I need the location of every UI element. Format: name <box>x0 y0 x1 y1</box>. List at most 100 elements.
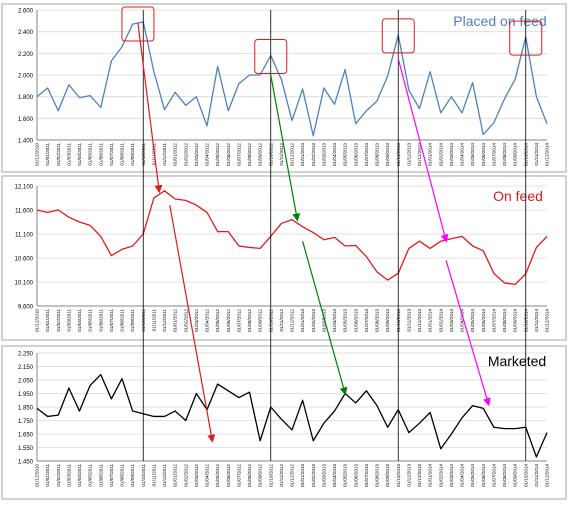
x-tick-label: 01/11/2013 <box>406 309 411 332</box>
x-tick-label: 01/12/2011 <box>162 464 167 487</box>
y-tick-label: 1.850 <box>18 406 34 412</box>
red-arrow <box>169 205 216 443</box>
x-tick-label: 01/11/2012 <box>279 309 284 332</box>
x-tick-label: 01/06/2014 <box>481 464 486 487</box>
chart-title: Placed on feed <box>453 13 546 29</box>
x-tick-label: 01/04/2011 <box>77 309 82 332</box>
y-tick-label: 2.050 <box>18 379 34 385</box>
y-tick-label: 1.650 <box>18 433 34 439</box>
x-tick-label: 01/11/2014 <box>534 309 539 332</box>
x-tick-label: 01/10/2013 <box>396 464 401 487</box>
series-line <box>36 190 548 286</box>
x-tick-label: 01/11/2014 <box>534 464 539 487</box>
magenta-arrow <box>397 58 449 243</box>
x-tick-label: 01/11/2012 <box>279 464 284 487</box>
x-tick-label: 01/02/2012 <box>183 309 188 332</box>
x-tick-label: 01/10/2011 <box>141 464 146 487</box>
x-tick-label: 01/07/2013 <box>364 309 369 332</box>
x-tick-label: 01/05/2011 <box>88 143 93 166</box>
peak-highlight-box <box>121 6 155 42</box>
x-tick-label: 01/06/2012 <box>226 309 231 332</box>
x-tick-label: 01/05/2013 <box>343 143 348 166</box>
y-tick-label: 1.950 <box>18 392 34 398</box>
x-tick-label: 01/06/2011 <box>98 309 103 332</box>
x-tick-label: 01/01/2012 <box>173 464 178 487</box>
x-tick-label: 01/05/2012 <box>215 143 220 166</box>
x-tick-label: 01/12/2013 <box>417 143 422 166</box>
chart-panel-3: 1.450 1.550 1.650 1.750 1.850 1.950 2.050 2.150… <box>1 345 567 500</box>
x-tick-label: 01/02/2013 <box>311 309 316 332</box>
x-tick-label: 01/06/2014 <box>481 143 486 166</box>
x-tick-label: 01/03/2012 <box>194 464 199 487</box>
x-tick-label: 01/04/2014 <box>460 143 465 166</box>
x-tick-label: 01/09/2011 <box>130 309 135 332</box>
x-tick-label: 01/08/2012 <box>247 143 252 166</box>
x-tick-label: 01/08/2011 <box>120 309 125 332</box>
x-tick-label: 01/12/2011 <box>162 143 167 166</box>
x-tick-label: 01/03/2012 <box>194 143 199 166</box>
x-tick-label: 01/02/2013 <box>311 464 316 487</box>
magenta-arrow <box>445 260 491 407</box>
x-tick-label: 01/12/2012 <box>290 143 295 166</box>
x-tick-label: 01/09/2012 <box>258 464 263 487</box>
peak-highlight-box <box>381 18 415 54</box>
y-tick-label: 2.200 <box>18 52 34 58</box>
x-tick-label: 01/06/2013 <box>353 309 358 332</box>
x-tick-label: 01/02/2012 <box>183 464 188 487</box>
y-tick-label: 1.550 <box>18 446 34 452</box>
x-tick-label: 01/08/2012 <box>247 464 252 487</box>
y-tick-label: 2.150 <box>18 365 34 371</box>
x-tick-label: 01/05/2013 <box>343 309 348 332</box>
x-tick-label: 01/03/2011 <box>66 464 71 487</box>
x-tick-label: 01/04/2012 <box>205 143 210 166</box>
x-tick-label: 01/05/2013 <box>343 464 348 487</box>
x-tick-label: 01/04/2011 <box>77 143 82 166</box>
x-tick-label: 01/04/2014 <box>460 309 465 332</box>
x-tick-label: 01/07/2011 <box>109 309 114 332</box>
x-tick-label: 01/12/2013 <box>417 309 422 332</box>
y-tick-label: 2.000 <box>18 74 34 80</box>
chart-title: On feed <box>493 188 543 204</box>
x-tick-label: 01/09/2014 <box>513 143 518 166</box>
y-tick-label: 2.600 <box>18 9 34 15</box>
x-tick-label: 01/06/2012 <box>226 464 231 487</box>
x-tick-label: 01/12/2012 <box>290 464 295 487</box>
y-tick-label: 11.600 <box>15 209 34 215</box>
x-tick-label: 01/12/2012 <box>290 309 295 332</box>
x-tick-label: 01/03/2013 <box>321 309 326 332</box>
x-tick-label: 01/11/2011 <box>151 464 156 487</box>
x-tick-label: 01/09/2013 <box>385 143 390 166</box>
x-tick-label: 01/03/2014 <box>449 309 454 332</box>
x-tick-label: 01/06/2011 <box>98 464 103 487</box>
x-tick-label: 01/01/2011 <box>45 143 50 166</box>
series-line <box>36 373 548 458</box>
y-tick-label: 10.100 <box>15 281 34 287</box>
x-tick-label: 01/11/2014 <box>534 143 539 166</box>
x-tick-label: 01/03/2011 <box>66 309 71 332</box>
x-tick-label: 01/07/2011 <box>109 143 114 166</box>
x-tick-label: 01/02/2014 <box>438 464 443 487</box>
y-tick-label: 10.600 <box>15 257 34 263</box>
x-tick-label: 01/02/2013 <box>311 143 316 166</box>
x-tick-label: 01/12/2011 <box>162 309 167 332</box>
y-tick-label: 1.400 <box>18 139 34 145</box>
x-tick-label: 01/07/2013 <box>364 143 369 166</box>
x-tick-label: 01/01/2013 <box>300 143 305 166</box>
x-tick-label: 01/06/2013 <box>353 464 358 487</box>
x-tick-label: 01/01/2013 <box>300 309 305 332</box>
x-tick-label: 01/01/2012 <box>173 143 178 166</box>
x-tick-label: 01/12/2010 <box>35 143 40 166</box>
x-tick-label: 01/03/2012 <box>194 309 199 332</box>
x-tick-label: 01/10/2014 <box>523 464 528 487</box>
x-tick-label: 01/07/2014 <box>491 464 496 487</box>
x-tick-label: 01/09/2012 <box>258 309 263 332</box>
x-tick-label: 01/06/2012 <box>226 143 231 166</box>
x-tick-label: 01/01/2013 <box>300 464 305 487</box>
x-tick-label: 01/01/2014 <box>428 309 433 332</box>
x-tick-label: 01/08/2013 <box>375 309 380 332</box>
x-tick-label: 01/01/2014 <box>428 143 433 166</box>
x-tick-label: 01/04/2012 <box>205 464 210 487</box>
x-tick-label: 01/04/2014 <box>460 464 465 487</box>
